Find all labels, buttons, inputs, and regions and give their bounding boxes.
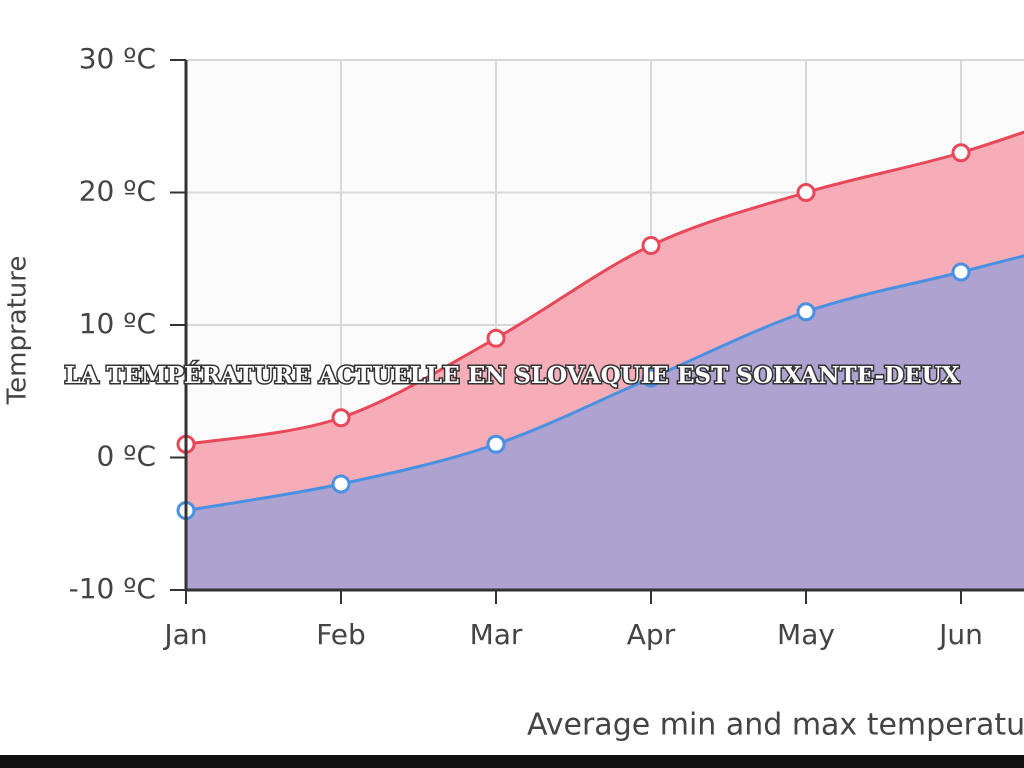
- x-tick-label: Apr: [627, 618, 676, 651]
- point: [486, 328, 506, 348]
- y-tick-label: 20 ºC: [79, 175, 156, 208]
- overlay-text: LA TEMPÉRATURE ACTUELLE EN SLOVAQUIE EST…: [64, 362, 959, 389]
- x-tick-label: Jun: [937, 618, 983, 651]
- y-tick-label: 10 ºC: [79, 307, 156, 340]
- caption: Average min and max temperature: [527, 708, 1024, 743]
- y-tick-label: 30 ºC: [79, 42, 156, 75]
- y-tick-label: 0 ºC: [97, 440, 156, 473]
- x-tick-label: Feb: [316, 618, 366, 651]
- x-tick-label: May: [777, 618, 835, 651]
- point: [951, 143, 971, 163]
- point: [331, 474, 351, 494]
- y-axis-title: Temprature: [3, 256, 33, 406]
- bottom-bar: [0, 755, 1024, 768]
- y-tick-label: -10 ºC: [69, 572, 156, 605]
- point: [796, 302, 816, 322]
- x-tick-label: Jan: [162, 618, 207, 651]
- point: [486, 434, 506, 454]
- point: [951, 262, 971, 282]
- point: [641, 368, 661, 388]
- point: [331, 408, 351, 428]
- x-tick-label: Mar: [470, 618, 523, 651]
- area: [186, 255, 1024, 590]
- point: [641, 236, 661, 255]
- point: [796, 183, 816, 202]
